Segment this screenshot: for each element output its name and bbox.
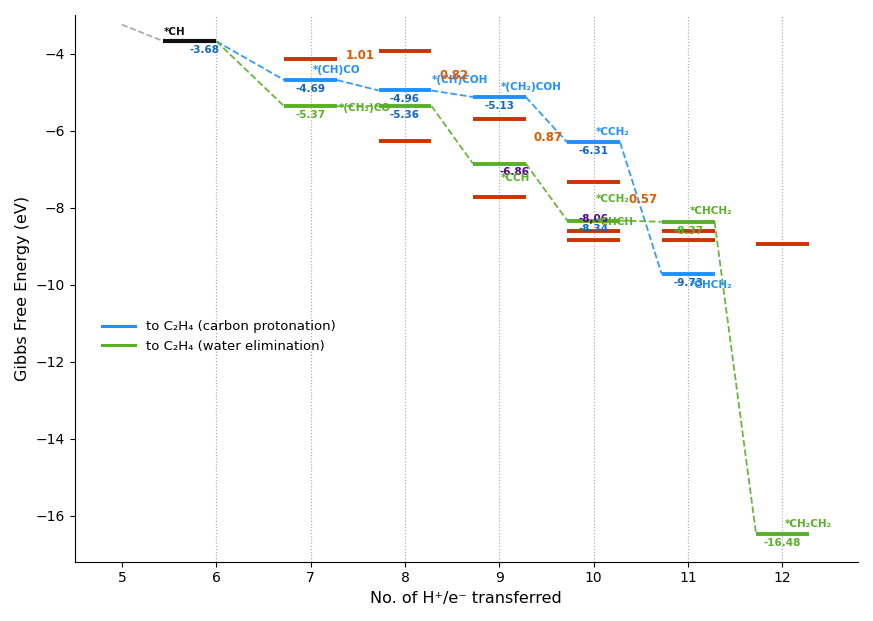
Text: *(CH)CO: *(CH)CO [313, 65, 361, 75]
Text: -8.37: -8.37 [673, 225, 703, 235]
Text: -6.86: -6.86 [499, 168, 529, 178]
Text: -5.37: -5.37 [296, 110, 326, 120]
Text: *CHCH: *CHCH [595, 217, 634, 227]
Text: *CCH: *CCH [501, 173, 531, 183]
Text: *(CH₂)CO: *(CH₂)CO [339, 103, 391, 113]
Text: *CH: *CH [163, 27, 185, 37]
Text: -8,06: -8,06 [579, 214, 608, 224]
Text: *CH₂CH₂: *CH₂CH₂ [784, 519, 831, 529]
Legend: to C₂H₄ (carbon protonation), to C₂H₄ (water elimination): to C₂H₄ (carbon protonation), to C₂H₄ (w… [97, 315, 340, 358]
Text: *CCH₂: *CCH₂ [595, 127, 629, 137]
Text: 0.82: 0.82 [439, 70, 469, 83]
Text: -6.31: -6.31 [579, 147, 608, 156]
Text: *CHCH₂: *CHCH₂ [690, 206, 732, 216]
Text: 1.01: 1.01 [346, 49, 375, 62]
Text: -5.13: -5.13 [485, 101, 514, 111]
Text: 0.57: 0.57 [629, 193, 657, 206]
Text: *(CH₂)COH: *(CH₂)COH [501, 82, 562, 92]
X-axis label: No. of H⁺/e⁻ transferred: No. of H⁺/e⁻ transferred [370, 591, 562, 606]
Text: -5.36: -5.36 [390, 110, 420, 120]
Y-axis label: Gibbs Free Energy (eV): Gibbs Free Energy (eV) [15, 196, 30, 381]
Text: -3.68: -3.68 [189, 45, 220, 55]
Text: -4.69: -4.69 [296, 84, 326, 94]
Text: -9.73: -9.73 [673, 278, 703, 288]
Text: *CHCH₂: *CHCH₂ [690, 280, 732, 290]
Text: -4.96: -4.96 [390, 94, 420, 104]
Text: -8.34: -8.34 [579, 224, 608, 235]
Text: *(CH)COH: *(CH)COH [431, 76, 488, 86]
Text: -16.48: -16.48 [764, 538, 801, 548]
Text: 0.87: 0.87 [534, 131, 563, 144]
Text: *CCH₂: *CCH₂ [595, 194, 629, 204]
